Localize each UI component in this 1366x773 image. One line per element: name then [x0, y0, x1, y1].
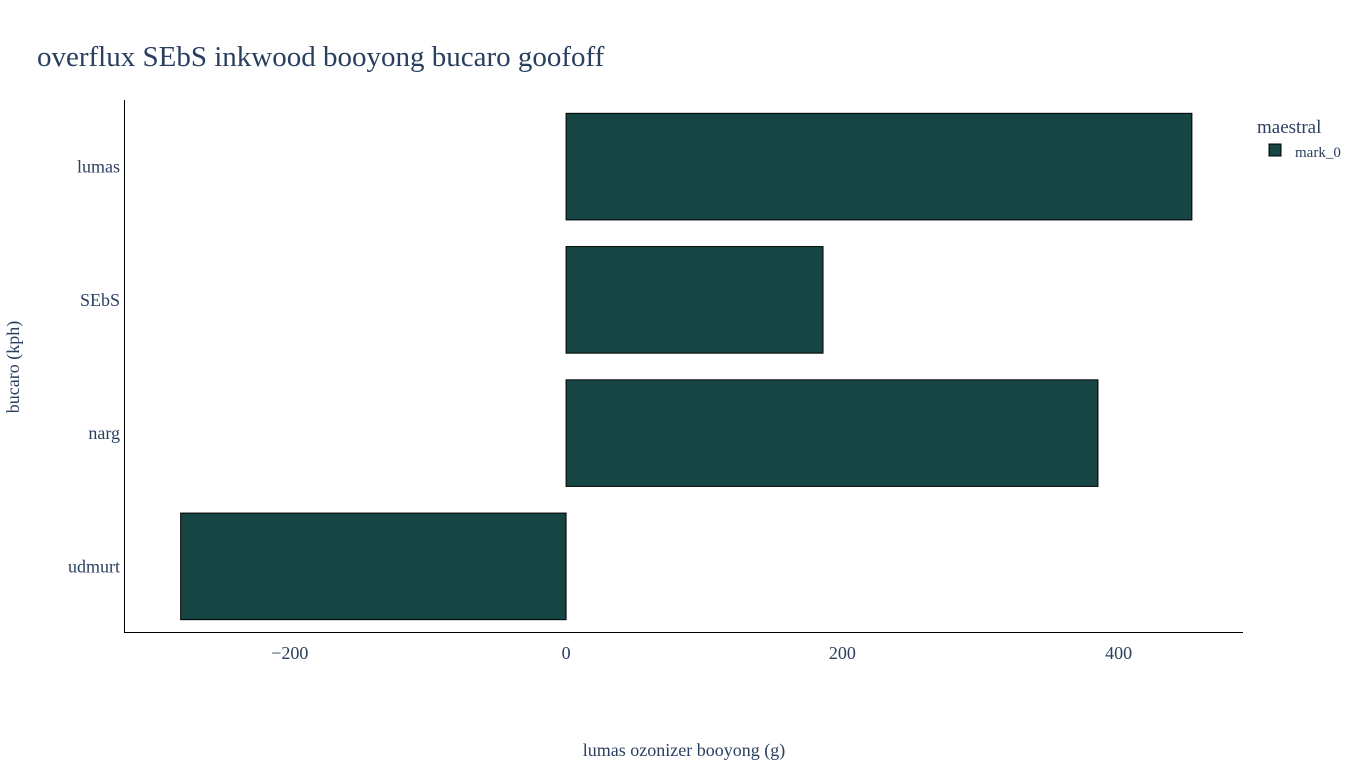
y-tick-label: narg [88, 423, 120, 443]
bar-lumas[interactable] [565, 112, 1193, 221]
bar-sebs[interactable] [565, 246, 824, 354]
x-tick-label: 0 [562, 643, 571, 663]
chart-title: overflux SEbS inkwood booyong bucaro goo… [37, 41, 605, 73]
bar-udmurt[interactable] [180, 512, 567, 621]
y-axis-label: bucaro (kph) [3, 321, 24, 413]
x-tick-label: 400 [1105, 643, 1132, 663]
x-tick-label: 200 [829, 643, 856, 663]
x-tick-label: −200 [271, 643, 308, 663]
y-tick-label: lumas [77, 157, 120, 177]
bars-layer [180, 112, 1193, 621]
tick-labels: udmurt narg SEbS lumas −200 0 200 400 [68, 157, 1132, 663]
y-tick-label: SEbS [80, 290, 120, 310]
legend-item-mark-0[interactable]: mark_0 [1268, 143, 1341, 161]
legend-swatch [1268, 143, 1282, 157]
y-tick-label: udmurt [68, 556, 120, 576]
legend-item-label: mark_0 [1295, 145, 1341, 161]
legend-title: maestral [1257, 117, 1321, 138]
legend: maestral mark_0 [1257, 117, 1341, 161]
x-axis-label: lumas ozonizer booyong (g) [583, 740, 785, 761]
bar-narg[interactable] [565, 379, 1099, 487]
